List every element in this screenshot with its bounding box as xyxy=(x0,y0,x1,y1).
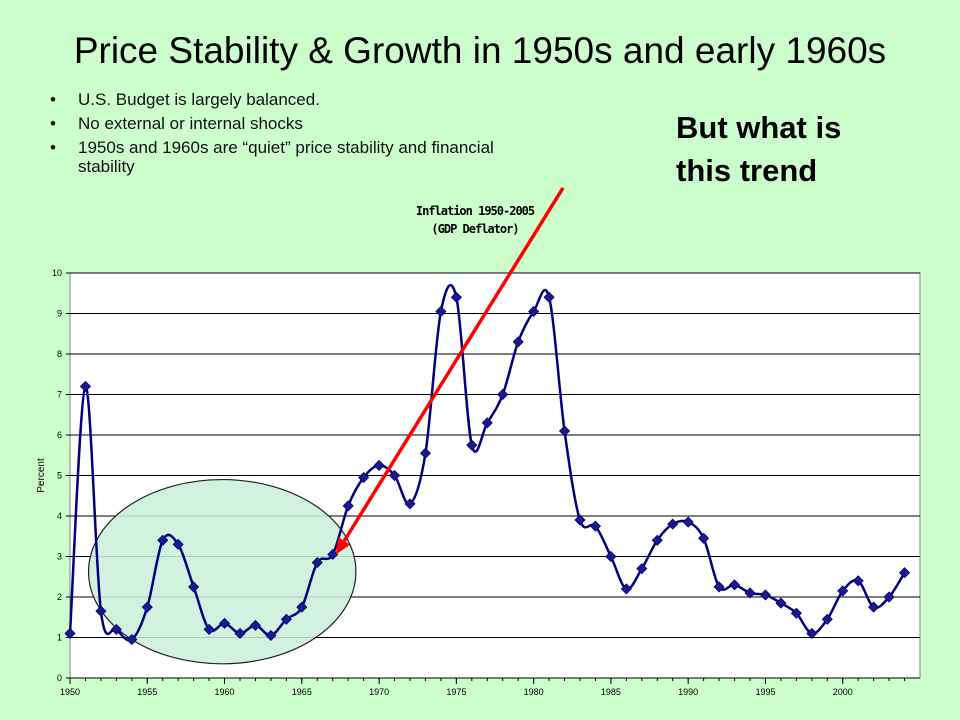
y-tick-label: 4 xyxy=(57,511,62,521)
data-point xyxy=(280,613,292,625)
data-point xyxy=(203,623,215,635)
y-tick-label: 0 xyxy=(57,673,62,683)
data-point xyxy=(759,589,772,601)
data-point xyxy=(605,550,617,563)
data-point xyxy=(775,597,787,609)
y-tick-label: 8 xyxy=(57,349,62,359)
data-point xyxy=(404,498,416,510)
data-point xyxy=(466,439,478,451)
data-point xyxy=(79,380,92,392)
data-point xyxy=(141,601,153,613)
callout-line: this trend xyxy=(676,153,818,188)
data-point xyxy=(435,305,447,318)
x-tick-label: 1980 xyxy=(524,687,544,697)
arrow-head xyxy=(335,537,351,555)
data-point xyxy=(342,500,354,512)
slide-title: Price Stability & Growth in 1950s and ea… xyxy=(73,30,887,71)
data-point xyxy=(682,516,694,528)
data-point xyxy=(883,591,895,603)
data-point xyxy=(110,623,122,635)
callout-line: But what is xyxy=(676,110,842,145)
x-tick-label: 1955 xyxy=(137,687,157,697)
data-point xyxy=(234,627,246,640)
data-point xyxy=(713,581,725,593)
chart-title: Inflation 1950-2005 (GDP Deflator) xyxy=(390,202,560,238)
data-point xyxy=(837,585,849,597)
x-tick-label: 1975 xyxy=(446,687,466,697)
y-tick-label: 9 xyxy=(57,309,62,319)
data-point xyxy=(388,469,401,482)
data-point xyxy=(95,605,107,617)
data-point xyxy=(172,538,184,550)
data-point xyxy=(806,627,818,640)
x-tick-label: 2000 xyxy=(833,687,853,697)
y-tick-label: 1 xyxy=(57,633,62,643)
data-point xyxy=(296,601,308,613)
data-point xyxy=(868,601,880,613)
x-tick-label: 1985 xyxy=(601,687,621,697)
data-point xyxy=(419,447,432,459)
data-point xyxy=(64,627,76,640)
data-point xyxy=(698,532,710,544)
data-point xyxy=(667,518,679,530)
y-tick-label: 2 xyxy=(57,592,62,602)
data-point xyxy=(651,534,663,546)
data-point xyxy=(265,629,277,642)
data-point xyxy=(512,336,524,348)
data-point xyxy=(574,514,586,526)
data-point xyxy=(481,417,493,429)
data-point xyxy=(821,613,833,625)
y-axis-label: Percent xyxy=(36,458,47,493)
data-point xyxy=(450,291,462,303)
y-tick-label: 6 xyxy=(57,430,62,440)
bullet-icon: • xyxy=(50,138,56,157)
x-tick-label: 1960 xyxy=(215,687,235,697)
x-tick-label: 1990 xyxy=(678,687,698,697)
data-point xyxy=(126,633,138,646)
x-tick-label: 1995 xyxy=(755,687,775,697)
data-point xyxy=(636,563,648,575)
chart-title-line: Inflation 1950-2005 xyxy=(415,204,535,218)
data-point xyxy=(373,459,385,471)
bullet-icon: • xyxy=(50,90,56,109)
bullet-icon: • xyxy=(50,114,56,133)
data-point xyxy=(728,579,741,591)
data-point xyxy=(558,425,571,437)
data-point xyxy=(589,520,602,532)
data-point xyxy=(528,305,540,318)
bullet-list: • U.S. Budget is largely balanced. • No ex… xyxy=(50,90,550,181)
data-point xyxy=(790,607,802,619)
data-point xyxy=(311,557,323,569)
bullet-item: • No external or internal shocks xyxy=(50,114,303,133)
x-tick-label: 1950 xyxy=(60,687,80,697)
data-point xyxy=(744,587,756,599)
chart-title-line: (GDP Deflator) xyxy=(431,222,519,236)
bullet-item: • U.S. Budget is largely balanced. xyxy=(50,90,320,109)
data-point xyxy=(852,575,864,587)
arrow-line xyxy=(342,187,565,542)
data-point xyxy=(218,617,231,629)
data-point xyxy=(497,388,509,401)
y-tick-label: 10 xyxy=(52,268,62,278)
y-tick-label: 5 xyxy=(57,471,62,481)
y-tick-label: 7 xyxy=(57,390,62,400)
data-point xyxy=(157,534,169,546)
bullet-item: • 1950s and 1960s are “quiet” price stabi… xyxy=(50,138,494,176)
data-point xyxy=(898,567,911,579)
y-tick-label: 3 xyxy=(57,552,62,562)
data-point xyxy=(543,291,555,303)
data-point xyxy=(188,581,200,593)
highlight-ellipse xyxy=(87,478,357,665)
x-tick-label: 1970 xyxy=(369,687,389,697)
data-point xyxy=(249,619,262,631)
data-point xyxy=(620,583,632,595)
callout-text: But what is this trend xyxy=(676,106,906,192)
data-point xyxy=(358,471,370,484)
x-tick-label: 1965 xyxy=(292,687,312,697)
